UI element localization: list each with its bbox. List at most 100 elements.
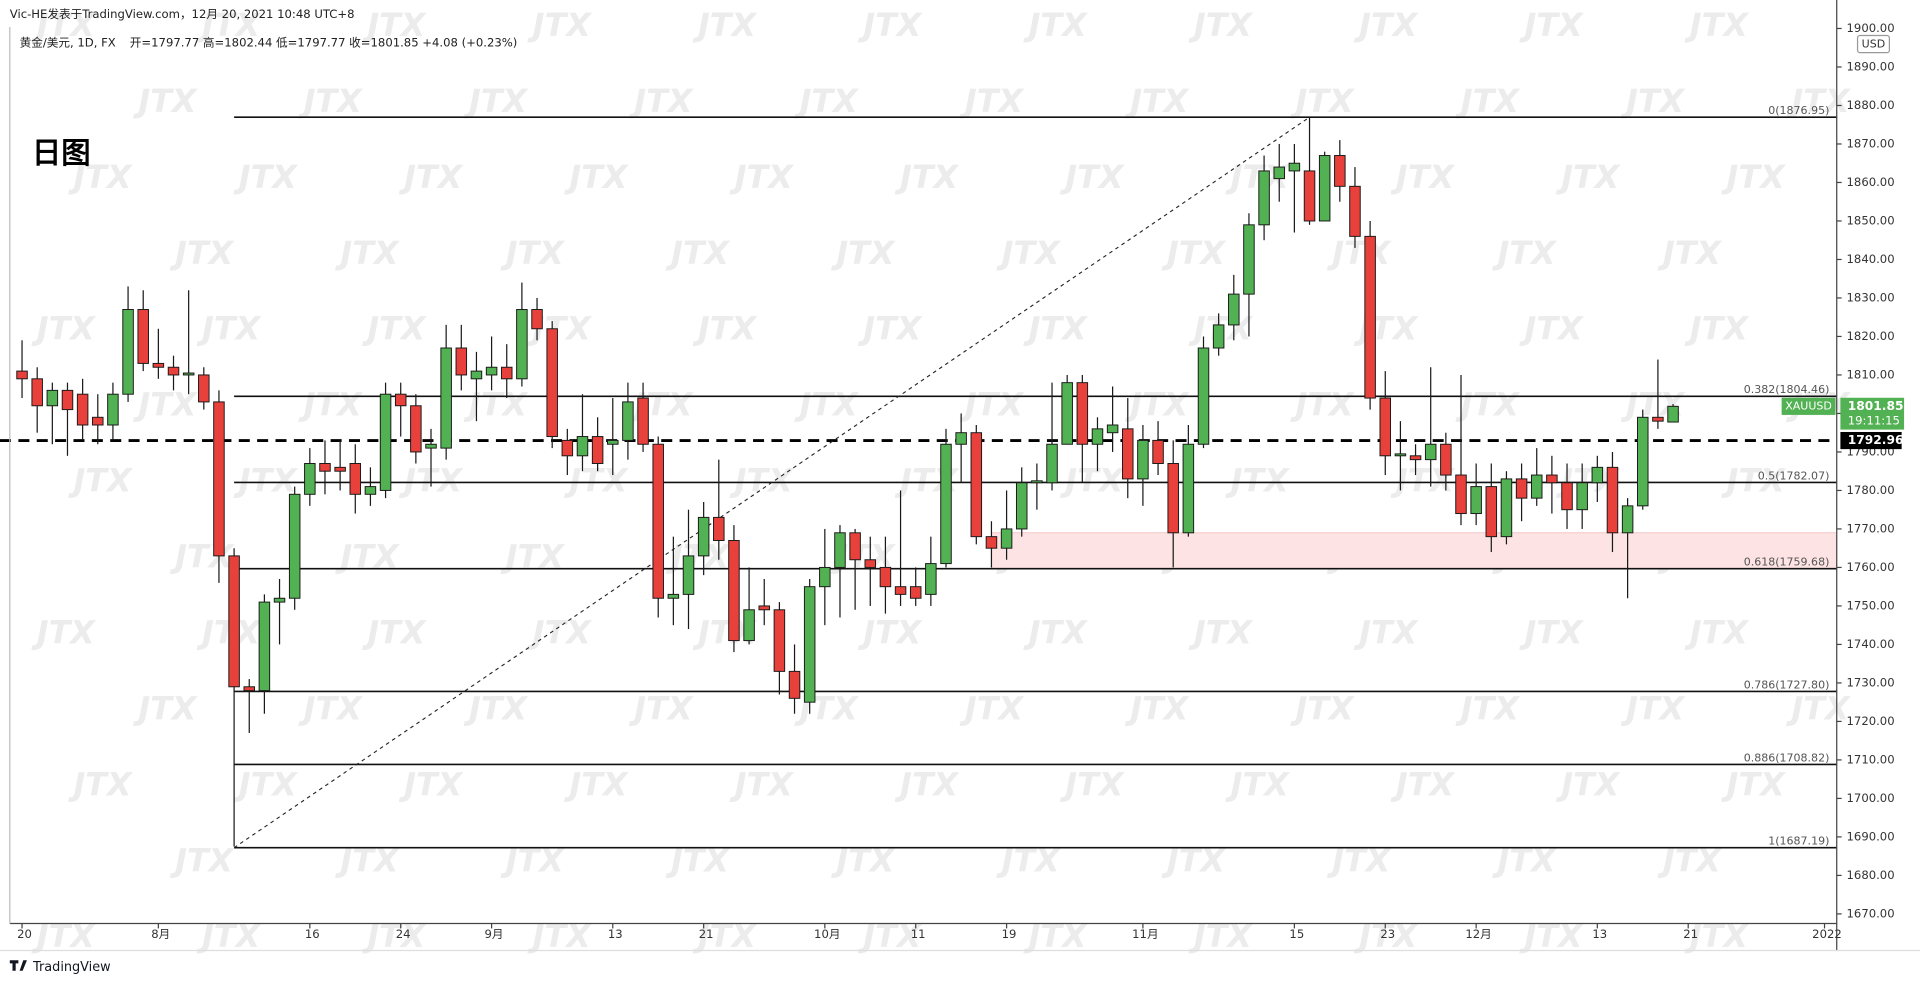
fib-label: 0.382(1804.46) (1744, 383, 1830, 396)
candle-body (1182, 443, 1195, 534)
candle-body (970, 432, 983, 538)
y-tick-label: 1730.00 (1847, 675, 1895, 689)
watermark: JTX (298, 689, 364, 727)
candle-body (288, 493, 301, 599)
candle-body (167, 366, 180, 376)
watermark: JTX (729, 462, 795, 500)
watermark: JTX (628, 689, 694, 727)
candle-body (1394, 453, 1407, 457)
y-tick-label: 1680.00 (1847, 868, 1895, 882)
candle-body (985, 536, 998, 549)
candle-body (758, 605, 770, 611)
candle-body (682, 555, 695, 595)
watermark: JTX (857, 613, 923, 651)
candle-body (728, 540, 740, 642)
watermark: JTX (1353, 6, 1419, 44)
candle-body (1546, 474, 1558, 484)
candle-body (1424, 443, 1437, 461)
watermark: JTX (1290, 82, 1356, 120)
watermark: JTX (298, 82, 364, 120)
candle-body (1228, 293, 1240, 326)
candle-body (894, 586, 907, 595)
x-tick-label: 13 (1592, 927, 1607, 941)
symbol-tag: XAUUSD (1785, 399, 1832, 412)
y-tick-label: 1780.00 (1847, 483, 1895, 497)
watermark: JTX (1290, 386, 1356, 424)
candle-body (1076, 382, 1089, 445)
candle-body (425, 443, 437, 449)
candle-body (1000, 528, 1013, 549)
fib-label: 0.5(1782.07) (1758, 469, 1830, 482)
candle-body (1318, 155, 1331, 222)
watermark: JTX (1161, 234, 1227, 272)
x-tick-label: 12月 (1465, 927, 1491, 941)
candle-body (1637, 416, 1649, 507)
y-tick-label: 1710.00 (1847, 752, 1895, 766)
candle-body (1440, 443, 1452, 476)
fib-label: 0.786(1727.80) (1744, 678, 1830, 691)
x-tick-label: 20 (17, 927, 32, 941)
candle-body (1349, 185, 1361, 237)
logo-mark (9, 960, 27, 971)
candle-body (16, 370, 28, 380)
watermark: JTX (1721, 462, 1787, 500)
watermark: JTX (1455, 386, 1521, 424)
watermark: JTX (196, 310, 262, 348)
candle-body (1515, 478, 1528, 499)
watermark: JTX (1326, 234, 1392, 272)
candle-body (819, 566, 831, 588)
currency: USD (1862, 38, 1886, 51)
x-tick-label: 9月 (485, 927, 504, 941)
watermark: JTX (1555, 158, 1621, 196)
watermark: JTX (563, 765, 629, 803)
watermark: JTX (31, 310, 97, 348)
y-tick-label: 1700.00 (1847, 791, 1895, 805)
candle-body (485, 366, 498, 376)
candle-body (258, 601, 271, 692)
watermark: JTX (1023, 613, 1089, 651)
candle-body (652, 443, 664, 599)
candle-body (1591, 466, 1604, 484)
candle-body (1046, 443, 1058, 484)
candle-body (213, 401, 225, 557)
y-tick-label: 1890.00 (1847, 59, 1895, 73)
x-tick-label: 2022 (1812, 927, 1842, 941)
x-tick-label: 16 (305, 927, 320, 941)
candle-body (1137, 439, 1149, 480)
watermark: JTX (398, 765, 464, 803)
candle-body (849, 532, 861, 561)
watermark: JTX (169, 841, 235, 879)
watermark: JTX (1124, 82, 1190, 120)
watermark: JTX (500, 538, 566, 576)
candle-body (879, 566, 892, 588)
y-tick-label: 1830.00 (1847, 290, 1895, 304)
candle-body (198, 374, 210, 403)
watermark: JTX (959, 689, 1025, 727)
watermark: JTX (1518, 310, 1584, 348)
candle-body (1485, 486, 1498, 538)
watermark: JTX (132, 82, 198, 120)
candle-body (334, 466, 346, 472)
candle-body (1500, 478, 1513, 538)
watermark: JTX (1353, 310, 1419, 348)
watermark: JTX (996, 234, 1062, 272)
candle-body (1652, 416, 1664, 422)
brand: TradingView (32, 960, 111, 975)
last-price-box (1840, 397, 1905, 430)
watermark: JTX (857, 6, 923, 44)
watermark: JTX (563, 462, 629, 500)
watermark: JTX (334, 538, 400, 576)
watermark: JTX (1225, 765, 1291, 803)
watermark: JTX (1390, 158, 1456, 196)
candle-body (531, 309, 543, 330)
x-tick-label: 19 (1002, 927, 1017, 941)
candle-body (410, 405, 422, 453)
candle-body (940, 443, 952, 565)
candle-body (122, 309, 134, 395)
plot-area: 0(1876.95) 0.382(1804.46) 0.5(1782.07) 0.61… (0, 104, 1838, 849)
y-tick-label: 1720.00 (1847, 714, 1895, 728)
watermark: JTX (1620, 689, 1686, 727)
candle-body (31, 378, 43, 407)
candle-body (273, 597, 286, 603)
candle-body (1212, 324, 1225, 349)
